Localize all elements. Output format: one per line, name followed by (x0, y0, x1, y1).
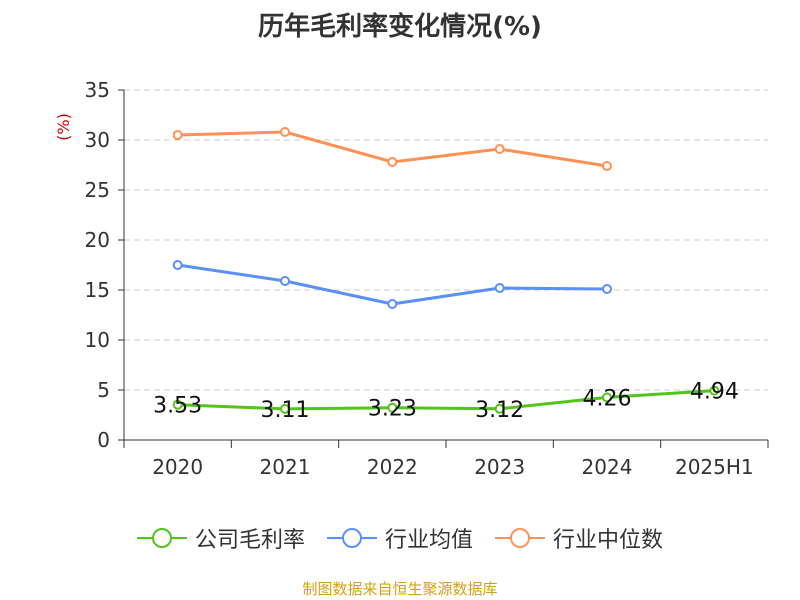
x-tick-label: 2023 (474, 455, 525, 479)
data-point (602, 284, 612, 294)
y-tick-label: 25 (85, 178, 110, 202)
legend-label: 行业中位数 (553, 528, 664, 553)
series-line (177, 263, 608, 306)
legend-label: 行业均值 (384, 528, 473, 553)
data-point (172, 260, 183, 270)
series-line (177, 389, 715, 411)
data-label: 3.11 (261, 398, 310, 423)
x-tick-label: 2025H1 (675, 455, 754, 479)
legend-item-industry-mean[interactable]: 行业均值 (326, 522, 473, 554)
data-point (280, 403, 290, 414)
y-tick-label: 30 (85, 128, 110, 152)
legend-line-circle-icon (495, 528, 545, 548)
x-tick-label: 2022 (367, 455, 418, 479)
y-tick-label: 20 (85, 228, 110, 252)
chart-title: 历年毛利率变化情况(%) (258, 12, 542, 42)
y-axis-label: (%) (54, 113, 73, 141)
x-tick-label: 2021 (260, 455, 311, 479)
data-label: 3.12 (475, 398, 524, 423)
data-point (387, 402, 398, 413)
data-point (387, 157, 398, 167)
data-label: 3.53 (153, 394, 202, 419)
y-tick-label: 15 (85, 278, 110, 302)
data-point (602, 161, 612, 171)
data-point (280, 276, 290, 286)
data-label: 3.23 (368, 397, 417, 422)
data-point (602, 392, 612, 403)
data-labels: 3.53 3.11 3.23 3.12 4.26 4.94 (153, 380, 739, 423)
legend-label: 公司毛利率 (194, 528, 305, 553)
legend-line-circle-icon (136, 528, 187, 548)
data-label: 4.26 (583, 386, 632, 411)
data-point (172, 399, 183, 410)
axes: 0 5 10 15 20 25 30 35 2020 2021 2022 2023 2024 2025H1 (85, 78, 769, 479)
y-tick-label: 5 (97, 378, 110, 402)
grid-lines (124, 89, 768, 391)
data-label: 4.94 (690, 380, 739, 405)
legend-item-company[interactable]: 公司毛利率 (136, 522, 305, 554)
x-tick-label: 2024 (582, 455, 633, 479)
data-point (494, 144, 505, 154)
source-note: 制图数据来自恒生聚源数据库 (302, 580, 498, 598)
data-point (494, 403, 505, 414)
series-layer (172, 127, 720, 414)
y-tick-label: 0 (97, 428, 110, 452)
legend-line-circle-icon (326, 528, 377, 548)
data-point (172, 130, 183, 140)
y-tick-label: 10 (85, 328, 110, 352)
x-tick-label: 2020 (152, 455, 203, 479)
data-point (494, 283, 505, 293)
data-point (280, 127, 290, 137)
legend-item-industry-median[interactable]: 行业中位数 (495, 522, 663, 554)
legend: 公司毛利率 行业均值 行业中位数 (0, 518, 800, 558)
data-point (709, 385, 720, 396)
y-tick-label: 35 (85, 78, 110, 102)
data-point (387, 299, 398, 309)
